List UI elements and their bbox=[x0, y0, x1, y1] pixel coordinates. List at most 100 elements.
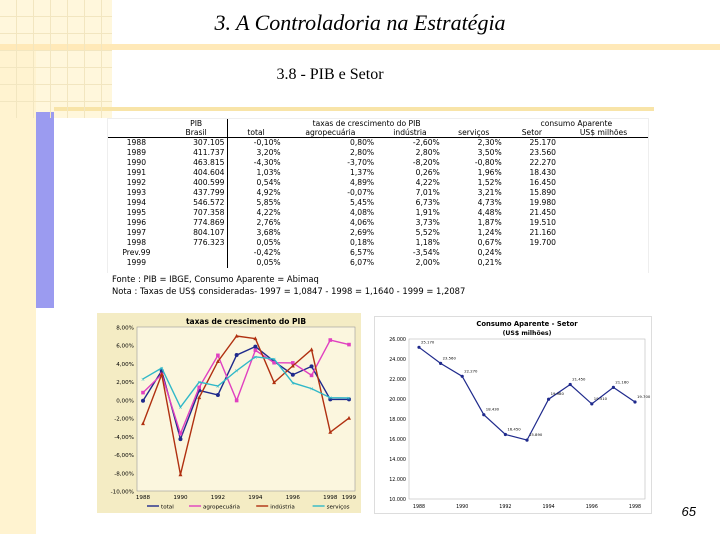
x-tick-label: 1988 bbox=[413, 504, 425, 510]
point-agropecuária bbox=[309, 373, 314, 378]
table-cell: 4,08% bbox=[350, 208, 375, 217]
table-cell: 2,69% bbox=[350, 228, 375, 237]
table-row: 1993 437.799 4,92% -0,07% 7,01% 3,21% 15.890 bbox=[108, 188, 648, 198]
table-cell: -8,20% bbox=[412, 158, 440, 167]
table-cell: 1,96% bbox=[477, 168, 502, 177]
chart-title: Consumo Aparente - Setor bbox=[476, 320, 578, 328]
source-line: Fonte : PIB = IBGE, Consumo Aparente = A… bbox=[112, 274, 319, 284]
point-agropecuária bbox=[328, 338, 333, 342]
subheader-total: total bbox=[227, 128, 284, 138]
subheader-brasil: Brasil bbox=[164, 128, 228, 138]
point-serviços: × bbox=[160, 366, 164, 372]
table-cell: 0,26% bbox=[415, 168, 440, 177]
table-cell: 19.700 bbox=[529, 238, 557, 247]
table-cell: 3,20% bbox=[227, 148, 284, 158]
decor-inner-rule bbox=[54, 107, 654, 111]
point-indústria bbox=[328, 429, 333, 434]
data-label: 19.980 bbox=[551, 391, 565, 396]
table-row: Prev.99 -0,42% 6,57% -3,54% 0,24% bbox=[108, 248, 648, 258]
point-indústria bbox=[159, 372, 164, 376]
table-source-note: Fonte : PIB = IBGE, Consumo Aparente = A… bbox=[108, 272, 648, 302]
point-serviços: × bbox=[197, 380, 201, 386]
y-tick-label: 2,00% bbox=[116, 380, 134, 386]
point-serviços: × bbox=[141, 377, 145, 383]
data-label: 23.560 bbox=[443, 355, 457, 360]
data-label: 19.700 bbox=[637, 394, 651, 399]
x-tick-label: 1996 bbox=[586, 504, 598, 510]
x-tick-label: 1998 bbox=[323, 495, 338, 501]
point-total bbox=[328, 397, 333, 402]
y-tick-label: -2,00% bbox=[114, 417, 134, 423]
table-cell: -0,42% bbox=[227, 248, 284, 258]
table-cell: -0,80% bbox=[474, 158, 502, 167]
data-point bbox=[439, 361, 443, 365]
table-cell: 6,73% bbox=[415, 198, 440, 207]
point-serviços: × bbox=[309, 387, 313, 393]
subheader-servicos: serviços bbox=[442, 128, 505, 138]
growth-rates-chart: taxas de crescimento do PIB 8,00% 6,00% 4,0… bbox=[97, 313, 361, 513]
table-cell: 776.323 bbox=[193, 238, 225, 247]
subheader-industria: indústria bbox=[377, 128, 443, 138]
pib-table: PIB taxas de crescimento do PIB consumo … bbox=[108, 119, 648, 272]
table-cell: 0,54% bbox=[227, 178, 284, 188]
table-row: 1992 400.599 0,54% 4,89% 4,22% 1,52% 16.450 bbox=[108, 178, 648, 188]
table-cell: 23.560 bbox=[529, 148, 557, 157]
point-serviços: × bbox=[216, 384, 220, 390]
data-label: 22.270 bbox=[464, 368, 478, 373]
point-total bbox=[253, 344, 258, 349]
table-cell: 0,05% bbox=[227, 258, 284, 268]
table-cell: 3,21% bbox=[477, 188, 502, 197]
table-cell: 4,22% bbox=[227, 208, 284, 218]
plot-area bbox=[136, 326, 356, 492]
row-year: 1995 bbox=[126, 208, 147, 217]
legend-label: total bbox=[161, 505, 174, 511]
y-tick-label: -6,00% bbox=[114, 453, 134, 459]
point-serviços: × bbox=[272, 357, 276, 363]
table-cell bbox=[165, 248, 228, 258]
table-cell: 16.450 bbox=[529, 178, 557, 187]
point-agropecuária bbox=[253, 348, 258, 353]
table-cell: 25.170 bbox=[529, 138, 557, 147]
table-cell: 463.815 bbox=[193, 158, 225, 167]
table-cell: 1,37% bbox=[350, 168, 375, 177]
table-cell: 4,48% bbox=[477, 208, 502, 217]
point-indústria bbox=[141, 421, 145, 426]
table-cell: 1,03% bbox=[227, 168, 284, 178]
point-total bbox=[178, 437, 183, 442]
table-cell: 4,89% bbox=[350, 178, 375, 187]
row-year: 1994 bbox=[126, 198, 147, 207]
point-indústria bbox=[253, 336, 258, 341]
table-cell: 404.604 bbox=[193, 168, 225, 177]
row-year: 1989 bbox=[126, 148, 147, 157]
point-total bbox=[290, 372, 295, 377]
row-year: 1992 bbox=[126, 178, 147, 187]
y-tick-label: 22.000 bbox=[389, 377, 406, 383]
header-taxas: taxas de crescimento do PIB bbox=[227, 119, 505, 128]
y-tick-label: 0,00% bbox=[116, 398, 134, 404]
series-line-agropecuária bbox=[142, 339, 350, 436]
table-cell: 707.358 bbox=[193, 208, 225, 217]
table-cell bbox=[505, 248, 559, 258]
table-row: 1996 774.869 2,76% 4,06% 3,73% 1,87% 19.510 bbox=[108, 218, 648, 228]
table-cell: 2,80% bbox=[415, 148, 440, 157]
table-cell: 0,21% bbox=[477, 258, 502, 267]
decor-left-band bbox=[0, 44, 36, 534]
legend-label: indústria bbox=[270, 504, 295, 511]
table-cell: 2,30% bbox=[477, 138, 502, 147]
point-indústria bbox=[215, 359, 220, 364]
point-agropecuária bbox=[347, 342, 351, 347]
table-cell: 1,91% bbox=[415, 208, 440, 217]
table-cell: -4,30% bbox=[227, 158, 284, 168]
table-cell: 4,22% bbox=[415, 178, 440, 187]
table-cell bbox=[165, 258, 228, 268]
point-serviços: × bbox=[253, 355, 257, 361]
data-label: 21.450 bbox=[572, 377, 586, 382]
point-indústria bbox=[197, 395, 202, 400]
data-point bbox=[482, 413, 486, 417]
row-year: 1993 bbox=[126, 188, 147, 197]
table-cell: 4,73% bbox=[477, 198, 502, 207]
table-cell: 1,24% bbox=[477, 228, 502, 237]
table-cell: 5,85% bbox=[227, 198, 284, 208]
legend-label: serviços bbox=[327, 505, 350, 511]
x-tick-label: 1999 bbox=[342, 495, 357, 501]
